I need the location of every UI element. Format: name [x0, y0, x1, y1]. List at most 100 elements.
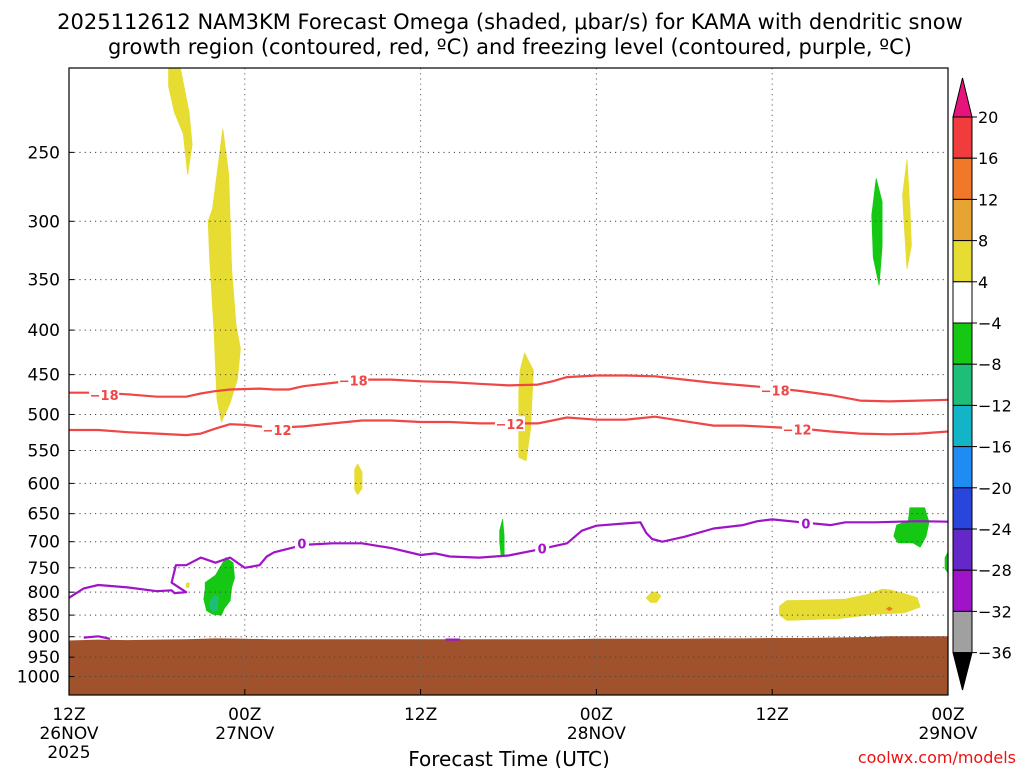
y-tick-label: 350 — [28, 271, 60, 291]
omega-region — [203, 557, 235, 616]
y-tick-label: 1000 — [17, 668, 60, 688]
omega-region — [168, 68, 193, 175]
y-tick-label: 850 — [28, 606, 60, 626]
x-axis-label: Forecast Time (UTC) — [408, 747, 610, 768]
contour-label-bg — [294, 535, 309, 551]
contour-label: −18 — [339, 374, 368, 389]
omega-region — [893, 507, 930, 548]
chart-title-line2: growth region (contoured, red, ºC) and f… — [108, 35, 912, 59]
omega-shading — [168, 68, 948, 621]
x-tick-label: 12Z — [756, 705, 789, 725]
contour-line — [69, 374, 948, 403]
omega-region — [886, 606, 893, 611]
x-tick-label: 12Z — [404, 705, 437, 725]
colorbar-bottom-arrow — [952, 652, 973, 691]
colorbar-band — [952, 157, 973, 200]
omega-region — [944, 551, 948, 574]
chart-title-line1: 2025112612 NAM3KM Forecast Omega (shaded… — [57, 10, 963, 34]
colorbar-label: 4 — [978, 273, 988, 292]
colorbar-label: −28 — [978, 561, 1012, 580]
y-tick-label: 450 — [28, 366, 60, 386]
y-tick-label: 400 — [28, 321, 60, 341]
contour-label-bg — [760, 382, 791, 398]
colorbar-top-arrow — [952, 77, 973, 118]
colorbar-label: −24 — [978, 520, 1012, 539]
omega-region — [645, 591, 662, 603]
omega-region — [185, 582, 190, 588]
omega-region — [518, 352, 534, 462]
y-tick-label: 300 — [28, 212, 60, 232]
colorbar-label: −20 — [978, 479, 1012, 498]
colorbar-band — [952, 528, 973, 571]
y-tick-label: 750 — [28, 559, 60, 579]
x-tick-label: 2025 — [47, 743, 90, 763]
y-tick-label: 700 — [28, 533, 60, 553]
omega-region — [207, 128, 241, 423]
contour-label: −12 — [263, 424, 292, 439]
colorbar-band — [952, 446, 973, 489]
contour-label: −18 — [90, 389, 119, 404]
colorbar-band — [952, 322, 973, 365]
omega-region — [779, 588, 921, 621]
contour-label-bg — [535, 540, 550, 556]
y-tick-label: 950 — [28, 648, 60, 668]
y-tick-label: 650 — [28, 505, 60, 525]
x-tick-label: 12Z — [52, 705, 85, 725]
colorbar-band — [952, 240, 973, 283]
y-tick-label: 500 — [28, 405, 60, 425]
colorbar-label: 8 — [978, 232, 988, 251]
omega-region — [499, 519, 505, 557]
contour-label: −12 — [495, 418, 524, 433]
y-tick-label: 550 — [28, 442, 60, 462]
y-tick-label: 800 — [28, 583, 60, 603]
colorbar: 20 16 12 8 4 −4 −8 −12 −16 −20 −24 −28 −32 −36 — [952, 77, 1012, 691]
omega-region — [354, 463, 363, 495]
colorbar-band — [952, 363, 973, 406]
x-tick-label: 00Z — [580, 705, 613, 725]
x-tick-label: 28NOV — [567, 724, 626, 744]
contour-label-bg — [338, 372, 369, 388]
contour-line — [83, 635, 111, 640]
contour-label: 0 — [801, 517, 810, 532]
colorbar-band — [952, 610, 973, 654]
colorbar-label: −12 — [978, 396, 1012, 415]
omega-region — [209, 595, 219, 612]
contour-label: 0 — [297, 537, 306, 552]
colorbar-band — [952, 487, 973, 530]
colorbar-band — [952, 116, 973, 159]
contours: −18 −18 −18 −12 −12 −12 0 0 0 — [69, 372, 948, 641]
colorbar-label: −16 — [978, 438, 1012, 457]
contour-label-bg — [262, 422, 293, 438]
colorbar-band — [952, 404, 973, 448]
terrain — [69, 636, 948, 695]
credit-link[interactable]: coolwx.com/models — [858, 748, 1016, 767]
contour-label-bg — [782, 421, 813, 437]
contour-label: −18 — [761, 384, 790, 399]
x-tick-label: 00Z — [228, 705, 261, 725]
contour-line — [69, 518, 948, 599]
contour-label-bg — [89, 387, 120, 403]
colorbar-label: −32 — [978, 602, 1012, 621]
contour-label-bg — [494, 416, 525, 432]
terrain-fill — [69, 636, 948, 695]
colorbar-band — [952, 198, 973, 242]
gridlines — [68, 68, 948, 695]
x-tick-label: 26NOV — [39, 724, 98, 744]
colorbar-label: −8 — [978, 355, 1002, 374]
x-tick-label: 00Z — [931, 705, 964, 725]
x-tick-label: 29NOV — [918, 724, 977, 744]
y-tick-label: 600 — [28, 474, 60, 494]
contour-label-bg — [798, 515, 813, 531]
omega-region — [871, 178, 883, 286]
y-tick-label: 900 — [28, 628, 60, 648]
contour-label: 0 — [538, 543, 547, 558]
colorbar-label: 12 — [978, 190, 998, 209]
colorbar-label: −4 — [978, 314, 1002, 333]
colorbar-label: 16 — [978, 149, 998, 168]
colorbar-band — [952, 281, 973, 324]
colorbar-band — [952, 569, 973, 612]
omega-region — [902, 159, 912, 269]
colorbar-label: 20 — [978, 108, 998, 127]
contour-label: −12 — [783, 423, 812, 438]
y-tick-label: 250 — [28, 143, 60, 163]
